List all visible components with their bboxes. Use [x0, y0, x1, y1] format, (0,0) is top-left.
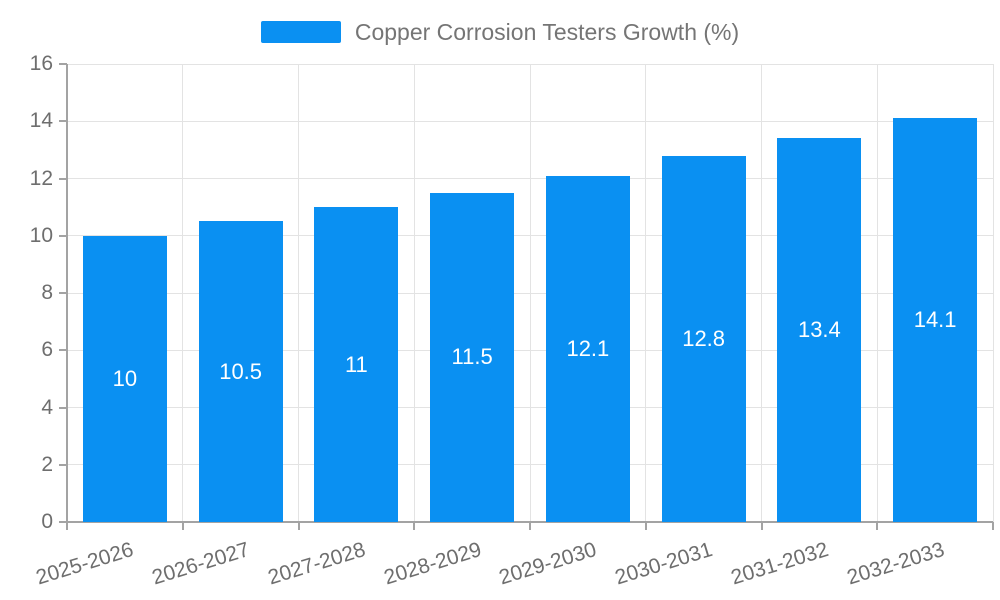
x-axis-tick-label: 2029-2030: [496, 538, 600, 590]
y-tick: [59, 234, 67, 237]
y-axis-tick-label: 6: [41, 338, 53, 362]
legend[interactable]: Copper Corrosion Testers Growth (%): [0, 17, 1000, 47]
v-gridline: [761, 64, 762, 522]
x-tick: [760, 522, 763, 530]
y-axis-tick-label: 14: [29, 109, 53, 133]
bar-value-label: 14.1: [913, 307, 957, 333]
v-gridline: [182, 64, 184, 522]
bar-value-label: 10.5: [219, 358, 263, 384]
v-gridline: [529, 64, 531, 522]
y-tick: [59, 292, 67, 294]
y-axis-tick-label: 2: [41, 452, 53, 476]
x-axis-tick-label: 2031-2032: [728, 538, 832, 590]
bar: [893, 118, 978, 522]
y-tick: [59, 63, 67, 65]
v-gridline: [413, 64, 415, 522]
bar: [430, 192, 515, 522]
v-gridline: [876, 64, 878, 522]
x-tick: [876, 522, 879, 530]
x-axis-tick-label: 2028-2029: [381, 538, 484, 590]
x-tick: [66, 522, 68, 530]
bar: [314, 207, 399, 522]
y-tick: [59, 120, 67, 123]
y-axis-tick-label: 8: [41, 281, 53, 304]
x-tick: [992, 522, 994, 530]
y-tick: [59, 177, 67, 180]
x-tick: [297, 522, 300, 530]
bar: [82, 235, 167, 522]
x-axis-tick-label: 2030-2031: [612, 538, 716, 590]
x-tick: [181, 522, 184, 530]
y-axis-tick-label: 12: [29, 166, 53, 190]
x-tick: [644, 522, 647, 530]
x-axis-tick-label: 2027-2028: [265, 538, 369, 590]
y-axis-tick-label: 0: [41, 510, 53, 533]
x-axis-tick-label: 2032-2033: [844, 538, 947, 590]
y-tick: [59, 349, 67, 352]
v-gridline: [298, 64, 299, 522]
v-gridline: [992, 64, 994, 522]
y-axis-tick-label: 4: [41, 395, 53, 419]
y-axis-line: [66, 64, 68, 522]
x-tick: [529, 522, 531, 530]
x-tick: [413, 522, 416, 530]
bar-value-label: 12.8: [682, 325, 726, 351]
y-axis-tick-label: 10: [29, 223, 53, 247]
y-axis-tick-label: 16: [29, 52, 53, 75]
bar-value-label: 10: [112, 365, 138, 391]
legend-swatch: [260, 21, 341, 43]
bar-value-label: 13.4: [797, 317, 841, 343]
bar: [545, 175, 630, 522]
y-tick: [59, 521, 67, 523]
y-tick: [59, 463, 67, 466]
x-axis-tick-label: 2026-2027: [149, 538, 253, 590]
bar: [661, 155, 746, 522]
bar-value-label: 11: [344, 351, 368, 377]
x-axis-tick-label: 2025-2026: [33, 538, 137, 590]
legend-label: Copper Corrosion Testers Growth (%): [354, 18, 740, 45]
bar-value-label: 12.1: [566, 335, 610, 361]
bar-value-label: 11.5: [451, 344, 493, 370]
bar: [198, 221, 283, 522]
v-gridline: [645, 64, 647, 522]
y-tick: [59, 406, 67, 409]
bar: [777, 138, 862, 522]
